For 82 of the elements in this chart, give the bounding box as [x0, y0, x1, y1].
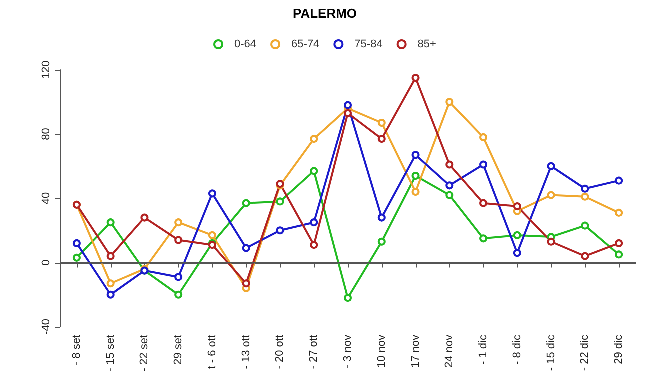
point — [106, 252, 115, 260]
point — [547, 191, 556, 200]
x-tick-label: - 20 ott — [274, 335, 286, 370]
point — [513, 231, 522, 240]
chart-title: PALERMO — [292, 6, 358, 21]
x-tick-label: - 1 dic — [478, 334, 490, 365]
x-tick-label: - 8 set — [70, 335, 83, 366]
point — [140, 214, 149, 222]
x-tick-label: - 27 ott — [308, 335, 320, 370]
point — [344, 294, 352, 302]
point — [208, 231, 216, 240]
point — [242, 244, 250, 252]
point — [581, 222, 590, 230]
x-tick-label: - 22 set — [138, 335, 151, 372]
point — [310, 167, 318, 176]
point — [310, 241, 318, 250]
point — [72, 254, 81, 262]
x-tick-label: t - 6 ott — [206, 335, 218, 370]
point — [242, 199, 250, 208]
point — [344, 109, 352, 118]
point — [513, 249, 522, 258]
point — [106, 218, 115, 227]
point — [378, 135, 386, 144]
point — [615, 208, 624, 217]
point — [480, 133, 488, 142]
y-tick-label: 40 — [40, 192, 52, 205]
point — [344, 101, 352, 110]
point — [412, 151, 420, 160]
legend-label: 0-64 — [234, 38, 257, 50]
point — [378, 214, 386, 222]
x-tick-label: - 13 ott — [240, 335, 252, 370]
x-tick-label: - 22 dic — [579, 334, 592, 372]
point — [446, 182, 454, 190]
x-tick-label: - 8 dic — [511, 334, 524, 365]
y-tick-label: 0 — [40, 260, 52, 266]
point — [242, 280, 250, 288]
point — [412, 172, 420, 180]
point — [174, 218, 183, 227]
point — [581, 192, 590, 201]
y-tick-label: 80 — [40, 128, 52, 140]
x-tick-label: - 15 set — [104, 335, 117, 372]
legend-label: 65-74 — [292, 38, 320, 50]
point — [310, 218, 318, 227]
point — [106, 290, 115, 299]
y-tick-label: -40 — [40, 319, 52, 335]
point — [276, 226, 284, 235]
point — [446, 98, 454, 106]
point — [412, 74, 420, 82]
point — [72, 239, 81, 248]
point — [615, 176, 624, 185]
point — [106, 280, 115, 288]
point — [174, 273, 183, 282]
point — [378, 238, 386, 246]
x-tick-label: - 15 dic — [545, 334, 558, 372]
legend-label: 85+ — [418, 38, 436, 50]
point — [412, 188, 420, 196]
point — [513, 202, 522, 211]
point — [446, 191, 454, 200]
point — [310, 135, 318, 144]
point — [446, 160, 454, 169]
point — [547, 162, 556, 170]
y-tick-label: 120 — [40, 60, 52, 80]
point — [480, 160, 488, 169]
point — [581, 184, 590, 193]
point — [276, 198, 284, 206]
point — [174, 236, 183, 244]
point — [581, 252, 590, 260]
x-tick-label: 29 dic — [613, 334, 626, 364]
point — [480, 234, 488, 243]
point — [615, 239, 624, 248]
x-tick-label: 17 nov — [410, 334, 422, 368]
legend-label: 75-84 — [354, 38, 383, 50]
point — [480, 199, 488, 208]
point — [615, 250, 624, 259]
point — [547, 238, 556, 246]
x-tick-label: 24 nov — [444, 334, 456, 368]
x-tick-label: 29 set — [172, 335, 185, 365]
x-tick-label: 10 nov — [376, 334, 388, 368]
x-tick-label: - 3 nov — [342, 334, 354, 369]
point — [174, 290, 183, 299]
point — [378, 119, 386, 128]
point — [208, 190, 216, 198]
